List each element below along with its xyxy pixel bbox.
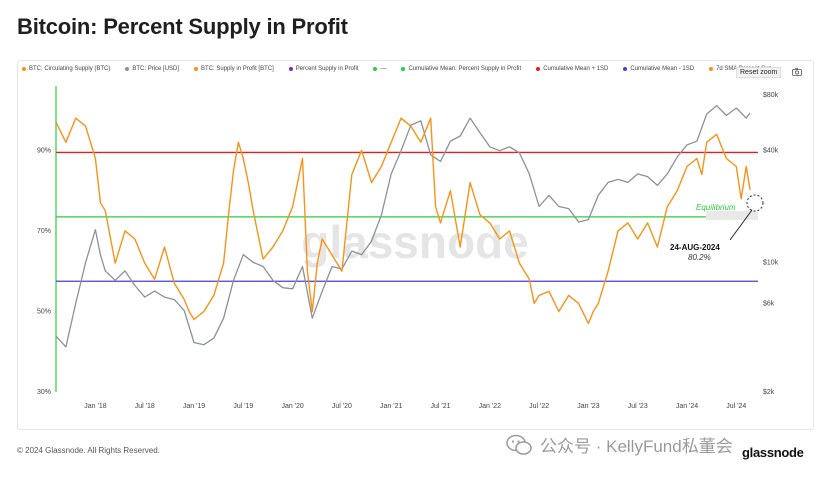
x-tick-label: Jan '19: [183, 403, 205, 410]
reset-zoom-button[interactable]: Reset zoom: [736, 67, 782, 78]
x-tick-label: Jan '23: [577, 403, 599, 410]
copyright-text: © 2024 Glassnode. All Rights Reserved.: [17, 446, 160, 455]
legend-dot-icon: [125, 67, 130, 71]
x-tick-label: Jan '21: [380, 403, 402, 410]
legend-dot-icon: [709, 67, 714, 71]
annotation-value-label: 80.2%: [688, 253, 711, 262]
camera-icon[interactable]: [792, 68, 802, 76]
legend-label: Percent Supply in Profit: [295, 66, 359, 72]
percent-supply-series-line: [55, 117, 751, 325]
x-tick-label: Jan '24: [676, 403, 698, 410]
legend-dot-icon: [536, 67, 541, 71]
annotation-date-label: 24-AUG-2024: [670, 243, 720, 252]
x-tick-label: Jul '24: [726, 403, 746, 410]
legend-dot-icon: [22, 67, 26, 71]
wechat-icon: [506, 434, 532, 455]
y-left-tick-label: 70%: [37, 228, 51, 235]
legend-dot-icon: [401, 67, 406, 71]
legend-label: —: [380, 66, 387, 72]
legend-item[interactable]: BTC: Circulating Supply (BTC): [22, 66, 110, 72]
legend-dot-icon: [623, 67, 628, 71]
y-left-tick-label: 30%: [37, 389, 51, 396]
highlight-circle: [746, 194, 764, 212]
y-right-tick-label: $40k: [763, 148, 779, 155]
wechat-watermark: 公众号 · KellyFund私董会: [506, 432, 733, 457]
x-tick-label: Jan '20: [281, 403, 303, 410]
legend-item[interactable]: BTC: Supply in Profit [BTC]: [194, 66, 274, 72]
annotation-arrow: [729, 209, 753, 241]
x-tick-label: Jul '22: [529, 403, 549, 410]
legend-label: Cumulative Mean: Percent Supply in Profi…: [408, 66, 522, 72]
equilibrium-highlight: [706, 211, 758, 220]
date-label-bg: [668, 242, 740, 251]
equilibrium-label: Equilibrium: [696, 203, 736, 212]
price-series-line: [55, 104, 751, 348]
x-tick-label: Jul '18: [135, 403, 155, 410]
legend-label: Cumulative Mean - 1SD: [630, 66, 695, 72]
x-tick-label: Jan '18: [84, 403, 106, 410]
legend-dot-icon: [288, 67, 293, 71]
legend-label: Cumulative Mean + 1SD: [543, 66, 609, 72]
legend-item[interactable]: Cumulative Mean - 1SD: [623, 66, 694, 72]
y-right-tick-label: $10k: [763, 259, 779, 266]
y-right-tick-label: $2k: [763, 389, 775, 396]
x-tick-label: Jul '20: [332, 403, 352, 410]
legend-item[interactable]: —: [373, 66, 386, 72]
legend-label: BTC: Supply in Profit [BTC]: [201, 66, 274, 72]
page-title: Bitcoin: Percent Supply in Profit: [17, 14, 348, 39]
wechat-text: 公众号 · KellyFund私董会: [540, 437, 733, 456]
legend-item[interactable]: Percent Supply in Profit: [288, 66, 359, 72]
x-tick-label: Jul '19: [233, 403, 253, 410]
legend-label: BTC: Circulating Supply (BTC): [29, 66, 111, 72]
x-tick-label: Jul '23: [628, 403, 648, 410]
y-right-tick-label: $6k: [763, 301, 775, 308]
glassnode-logo: glassnode: [742, 445, 804, 460]
legend-label: BTC: Price [USD]: [132, 66, 180, 72]
legend-dot-icon: [194, 67, 199, 71]
legend-item[interactable]: Cumulative Mean: Percent Supply in Profi…: [401, 66, 521, 72]
y-left-tick-label: 90%: [37, 147, 51, 154]
x-tick-label: Jul '21: [431, 403, 451, 410]
y-right-tick-label: $80k: [763, 92, 779, 99]
y-left-tick-label: 50%: [37, 308, 51, 315]
x-tick-label: Jan '22: [479, 403, 501, 410]
legend-item[interactable]: Cumulative Mean + 1SD: [536, 66, 608, 72]
legend-item[interactable]: BTC: Price [USD]: [125, 66, 179, 72]
legend-dot-icon: [373, 67, 378, 71]
